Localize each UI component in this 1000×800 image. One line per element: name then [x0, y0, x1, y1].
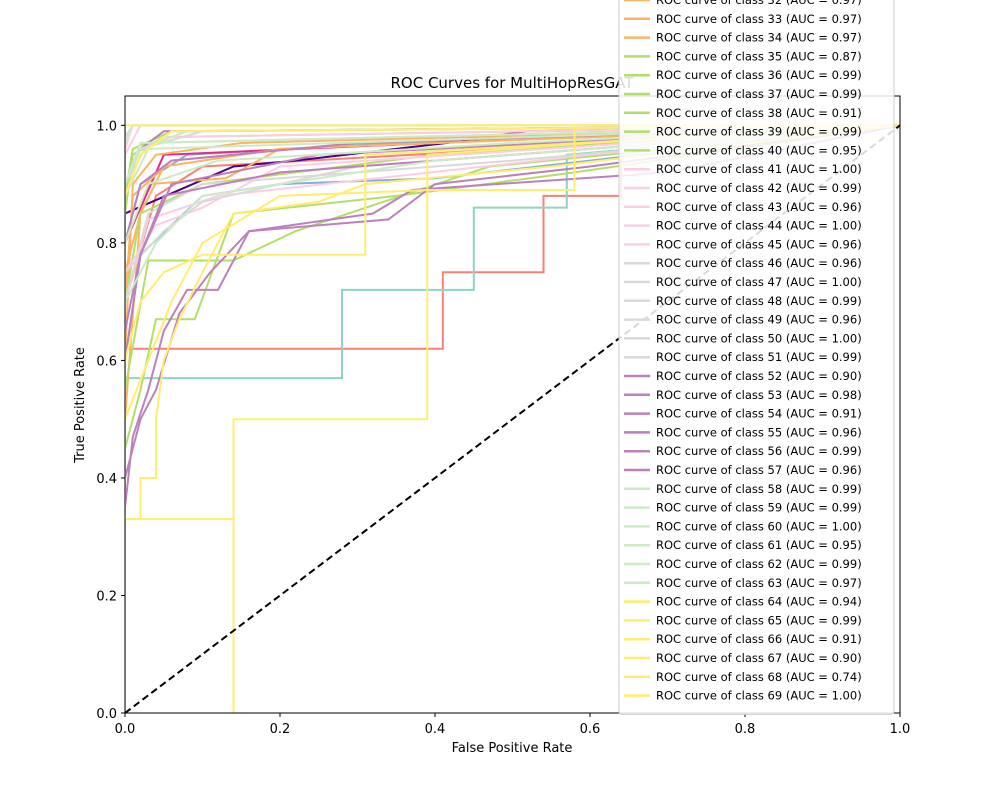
legend-entry: ROC curve of class 50 (AUC = 1.00)	[656, 331, 862, 345]
legend-entry: ROC curve of class 64 (AUC = 0.94)	[656, 595, 862, 609]
legend-entry: ROC curve of class 47 (AUC = 1.00)	[656, 275, 862, 289]
legend-entry: ROC curve of class 61 (AUC = 0.95)	[656, 538, 862, 552]
roc-curve-series-29	[125, 124, 900, 713]
legend-entry: ROC curve of class 46 (AUC = 0.96)	[656, 256, 862, 270]
legend-entry: ROC curve of class 66 (AUC = 0.91)	[656, 632, 862, 646]
roc-curve-series-26	[125, 124, 900, 713]
roc-curve-series-1	[125, 124, 900, 713]
y-tick-label: 1.0	[96, 119, 117, 134]
legend-entry: ROC curve of class 43 (AUC = 0.96)	[656, 200, 862, 214]
roc-curves	[125, 124, 900, 713]
legend-entry: ROC curve of class 38 (AUC = 0.91)	[656, 106, 862, 120]
legend-entry: ROC curve of class 54 (AUC = 0.91)	[656, 407, 862, 421]
legend-entry: ROC curve of class 34 (AUC = 0.97)	[656, 31, 862, 45]
legend-entry: ROC curve of class 53 (AUC = 0.98)	[656, 388, 862, 402]
legend-entry: ROC curve of class 41 (AUC = 1.00)	[656, 162, 862, 176]
roc-curve-series-27	[125, 124, 900, 713]
roc-curve-series-23	[125, 124, 900, 713]
legend-entry: ROC curve of class 68 (AUC = 0.74)	[656, 670, 862, 684]
x-tick-label: 0.2	[270, 722, 291, 737]
roc-curve-series-25	[125, 124, 900, 713]
roc-curve-series-13	[125, 124, 900, 713]
legend-entry: ROC curve of class 56 (AUC = 0.99)	[656, 444, 862, 458]
x-axis-label: False Positive Rate	[452, 741, 573, 756]
legend-entry: ROC curve of class 63 (AUC = 0.97)	[656, 576, 862, 590]
roc-curve-series-20	[125, 124, 900, 713]
legend-entry: ROC curve of class 45 (AUC = 0.96)	[656, 237, 862, 251]
roc-curve-series-35	[125, 124, 900, 713]
legend-entry: ROC curve of class 37 (AUC = 0.99)	[656, 87, 862, 101]
roc-curve-unlisted	[125, 124, 900, 713]
legend-entry: ROC curve of class 33 (AUC = 0.97)	[656, 12, 862, 26]
legend-entry: ROC curve of class 35 (AUC = 0.87)	[656, 49, 862, 63]
legend-entry: ROC curve of class 39 (AUC = 0.99)	[656, 125, 862, 139]
legend-entry: ROC curve of class 69 (AUC = 1.00)	[656, 689, 862, 703]
legend-entry: ROC curve of class 55 (AUC = 0.96)	[656, 425, 862, 439]
roc-curve-series-3	[125, 124, 900, 713]
legend-entry: ROC curve of class 52 (AUC = 0.90)	[656, 369, 862, 383]
y-tick-label: 0.8	[96, 237, 117, 252]
y-tick-label: 0.2	[96, 589, 117, 604]
legend-entry: ROC curve of class 48 (AUC = 0.99)	[656, 294, 862, 308]
roc-curve-series-36	[125, 124, 900, 713]
legend-box	[618, 0, 895, 715]
roc-curve-series-33	[125, 124, 900, 713]
legend-entry: ROC curve of class 57 (AUC = 0.96)	[656, 463, 862, 477]
roc-curve-series-8	[125, 124, 900, 713]
legend-entry: ROC curve of class 59 (AUC = 0.99)	[656, 501, 862, 515]
x-tick-label: 0.0	[115, 722, 136, 737]
y-tick-label: 0.6	[96, 354, 117, 369]
legend-entry: ROC curve of class 51 (AUC = 0.99)	[656, 350, 862, 364]
roc-curve-series-34	[125, 124, 900, 713]
legend-entry: ROC curve of class 58 (AUC = 0.99)	[656, 482, 862, 496]
roc-curve-series-32	[125, 124, 900, 713]
roc-curve-series-14	[125, 124, 900, 713]
x-tick-label: 0.6	[580, 722, 601, 737]
x-axis-ticks: 0.0 0.2 0.4 0.6 0.8 1.0	[115, 713, 911, 737]
chart-title: ROC Curves for MultiHopResGAT	[390, 74, 634, 92]
y-axis-ticks: 0.0 0.2 0.4 0.6 0.8 1.0	[96, 119, 125, 722]
chance-diagonal	[125, 124, 900, 713]
legend-entry: ROC curve of class 36 (AUC = 0.99)	[656, 68, 862, 82]
legend-entry: ROC curve of class 65 (AUC = 0.99)	[656, 613, 862, 627]
roc-curve-unlisted	[125, 124, 900, 713]
legend-entry: ROC curve of class 32 (AUC = 0.97)	[656, 0, 862, 7]
legend-entry: ROC curve of class 60 (AUC = 1.00)	[656, 519, 862, 533]
legend-entry: ROC curve of class 67 (AUC = 0.90)	[656, 651, 862, 665]
legend-entry: ROC curve of class 62 (AUC = 0.99)	[656, 557, 862, 571]
x-tick-label: 0.8	[735, 722, 756, 737]
x-tick-label: 0.4	[425, 722, 446, 737]
roc-curve-series-0	[125, 124, 900, 713]
x-tick-label: 1.0	[890, 722, 911, 737]
legend-entry: ROC curve of class 40 (AUC = 0.95)	[656, 143, 862, 157]
plot-frame	[124, 95, 901, 714]
roc-curve-series-22	[125, 124, 900, 713]
y-tick-label: 0.0	[96, 707, 117, 722]
legend: ROC curve of class 32 (AUC = 0.97) ROC cu…	[618, 0, 895, 715]
roc-curve-series-31	[125, 124, 900, 713]
y-axis-label: True Positive Rate	[73, 347, 88, 464]
legend-entry: ROC curve of class 44 (AUC = 1.00)	[656, 219, 862, 233]
legend-entry: ROC curve of class 42 (AUC = 0.99)	[656, 181, 862, 195]
legend-entry: ROC curve of class 49 (AUC = 0.96)	[656, 313, 862, 327]
y-tick-label: 0.4	[96, 472, 117, 487]
